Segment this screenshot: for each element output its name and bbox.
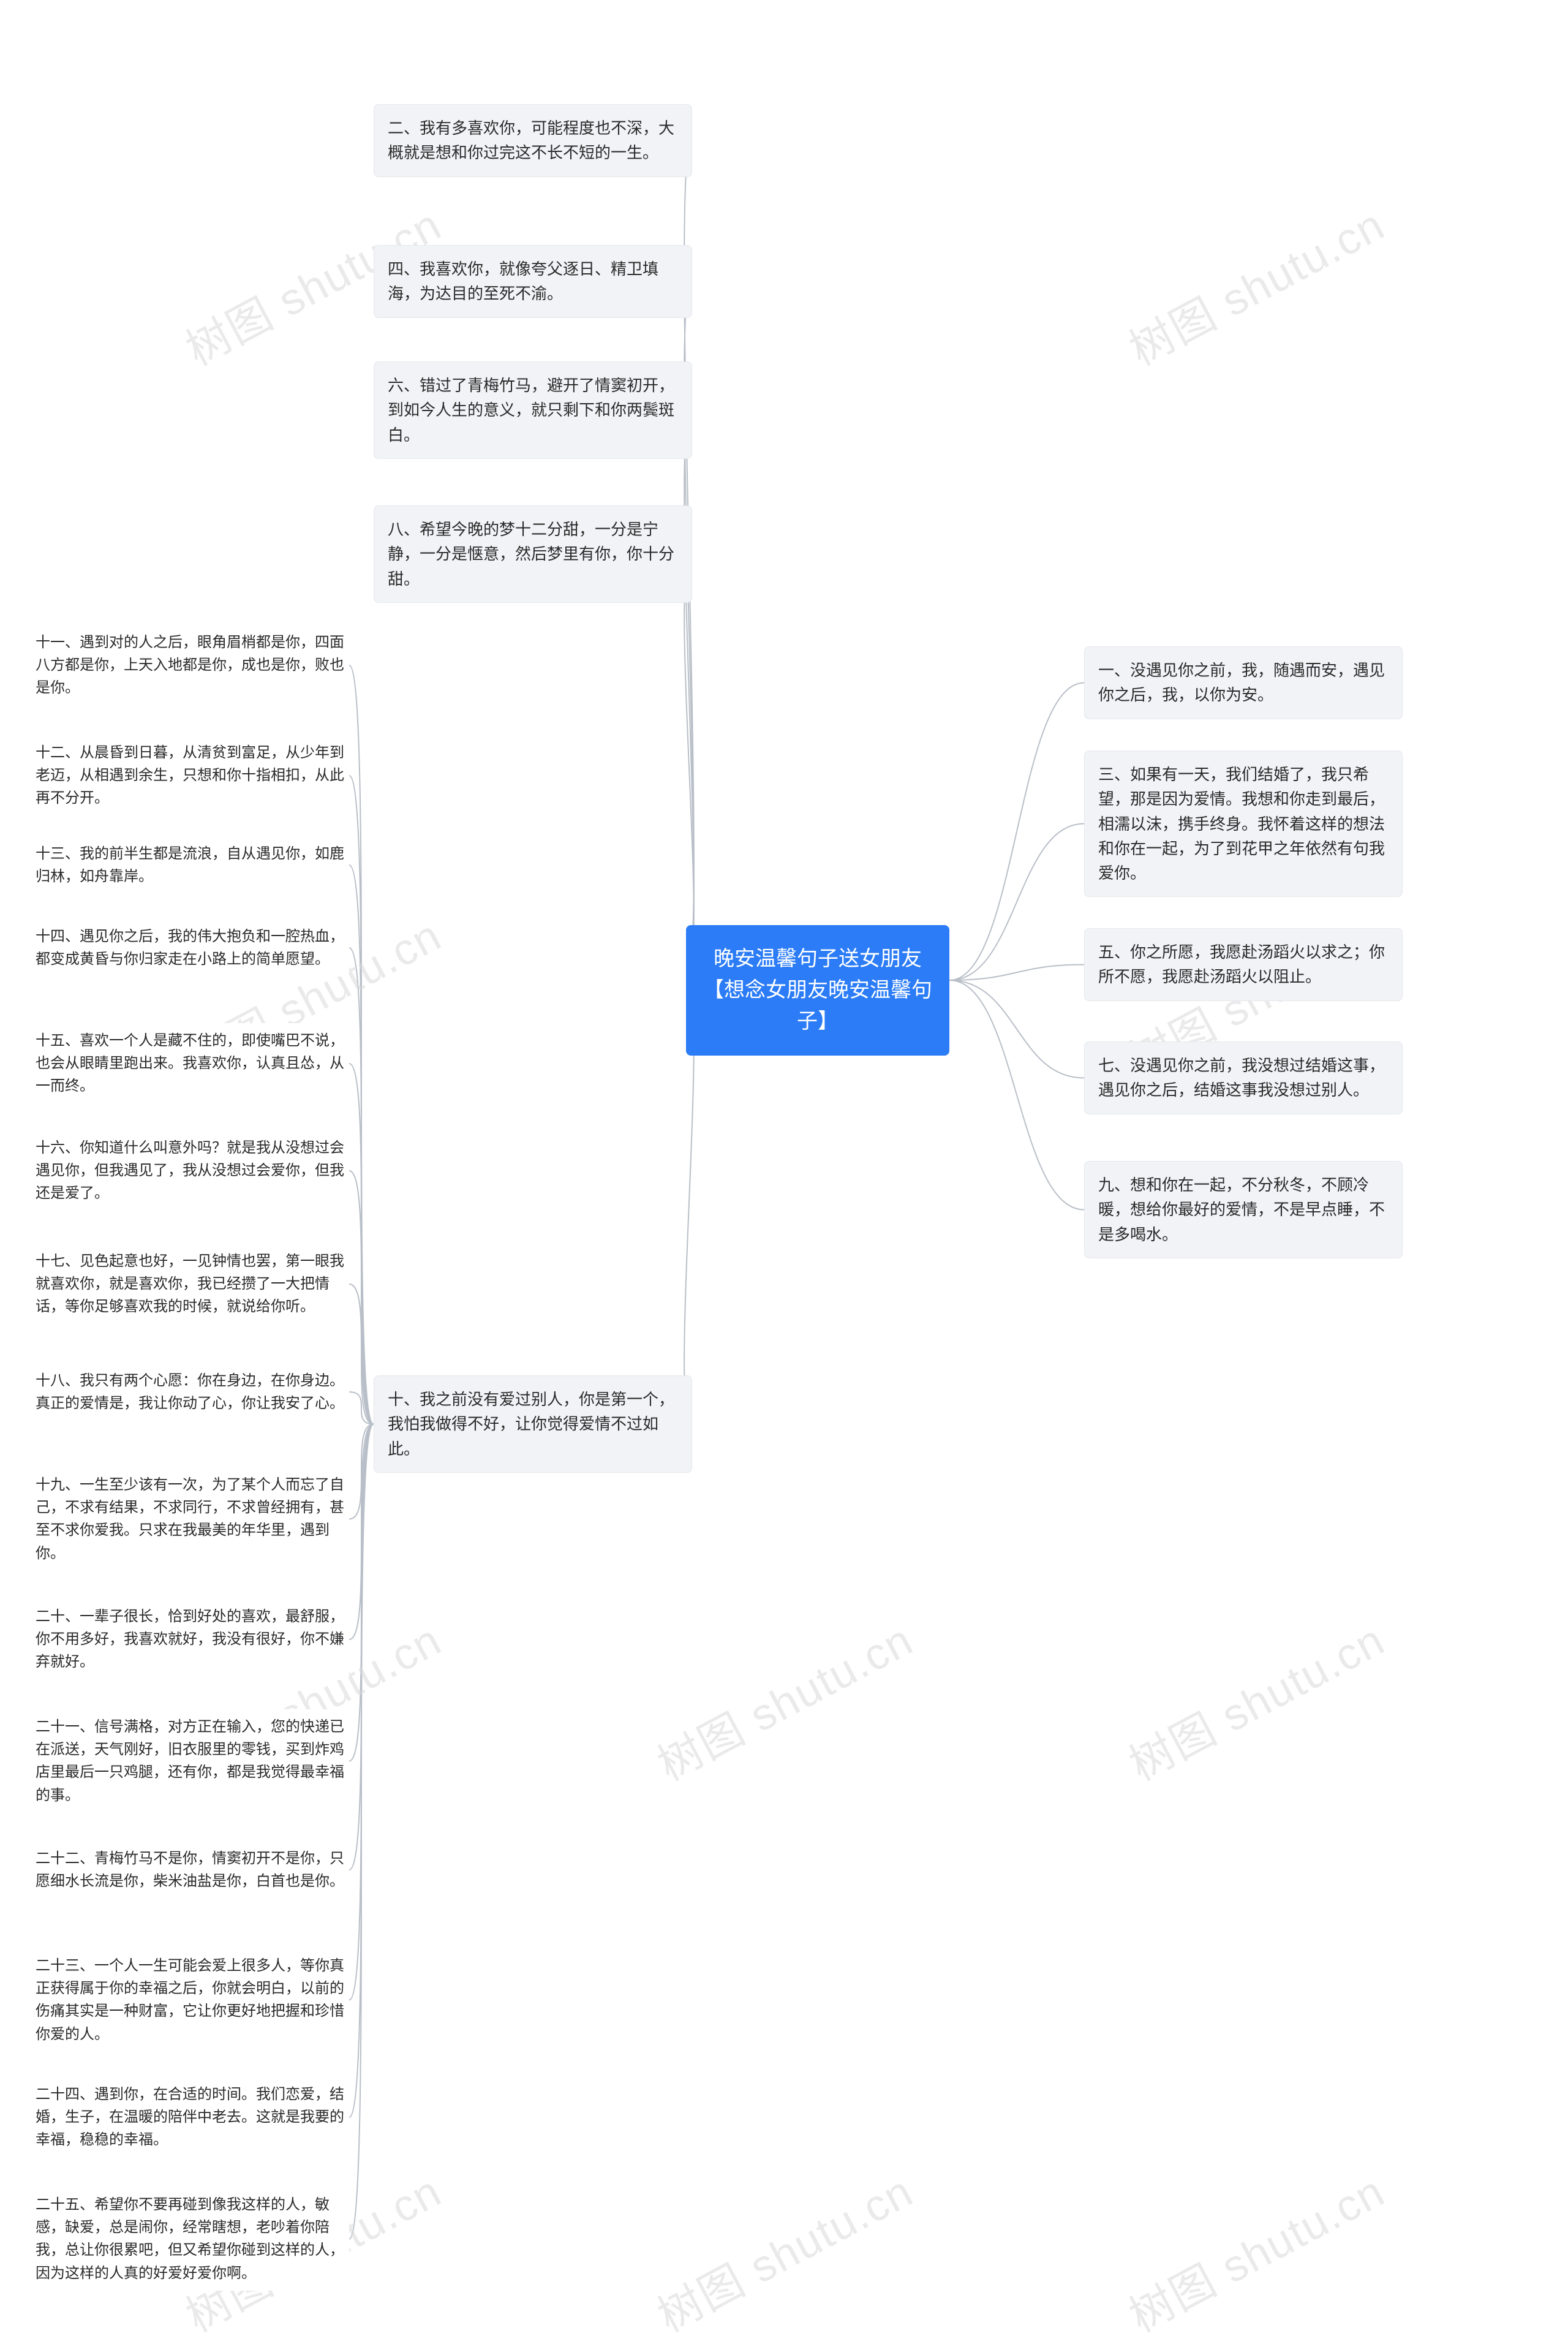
leaf-6: 十七、见色起意也好，一见钟情也罢，第一眼我就喜欢你，就是喜欢你，我已经攒了一大把… [31,1244,349,1325]
leaf-12: 二十三、一个人一生可能会爱上很多人，等你真正获得属于你的幸福之后，你就会明白，以… [31,1948,349,2052]
right-child-0: 一、没遇见你之前，我，随遇而安，遇见你之后，我，以你为安。 [1084,646,1403,719]
watermark: 树图 shutu.cn [1116,189,1394,378]
watermark: 树图 shutu.cn [1116,2156,1394,2344]
watermark: 树图 shutu.cn [644,2156,922,2344]
leaf-4: 十五、喜欢一个人是藏不住的，即使嘴巴不说，也会从眼睛里跑出来。我喜欢你，认真且怂… [31,1023,349,1104]
right-child-4: 九、想和你在一起，不分秋冬，不顾冷暖，想给你最好的爱情，不是早点睡，不是多喝水。 [1084,1161,1403,1258]
watermark: 树图 shutu.cn [644,1605,922,1793]
left-top-child-1: 四、我喜欢你，就像夸父逐日、精卫填海，为达目的至死不渝。 [374,245,692,318]
center-node: 晚安温馨句子送女朋友【想念女朋友晚安温馨句子】 [686,925,949,1056]
leaf-1: 十二、从晨昏到日暮，从清贫到富足，从少年到老迈，从相遇到余生，只想和你十指相扣，… [31,735,349,816]
leaf-9: 二十、一辈子很长，恰到好处的喜欢，最舒服，你不用多好，我喜欢就好，我没有很好，你… [31,1599,349,1680]
leaf-7: 十八、我只有两个心愿：你在身边，在你身边。真正的爱情是，我让你动了心，你让我安了… [31,1363,349,1421]
leaf-10: 二十一、信号满格，对方正在输入，您的快递已在派送，天气刚好，旧衣服里的零钱，买到… [31,1709,349,1813]
leaf-5: 十六、你知道什么叫意外吗？就是我从没想过会遇见你，但我遇见了，我从没想过会爱你，… [31,1130,349,1211]
left-top-child-2: 六、错过了青梅竹马，避开了情窦初开，到如今人生的意义，就只剩下和你两鬓斑白。 [374,361,692,459]
right-child-3: 七、没遇见你之前，我没想过结婚这事，遇见你之后，结婚这事我没想过别人。 [1084,1042,1403,1114]
parent-ten: 十、我之前没有爱过别人，你是第一个，我怕我做得不好，让你觉得爱情不过如此。 [374,1375,692,1473]
leaf-3: 十四、遇见你之后，我的伟大抱负和一腔热血，都变成黄昏与你归家走在小路上的简单愿望… [31,919,349,977]
leaf-13: 二十四、遇到你，在合适的时间。我们恋爱，结婚，生子，在温暖的陪伴中老去。这就是我… [31,2077,349,2158]
left-top-child-0: 二、我有多喜欢你，可能程度也不深，大概就是想和你过完这不长不短的一生。 [374,104,692,177]
right-child-1: 三、如果有一天，我们结婚了，我只希望，那是因为爱情。我想和你走到最后，相濡以沫，… [1084,750,1403,897]
mindmap-canvas: 树图 shutu.cn树图 shutu.cn树图 shutu.cn树图 shut… [0,0,1568,2332]
leaf-2: 十三、我的前半生都是流浪，自从遇见你，如鹿归林，如舟靠岸。 [31,836,349,894]
right-child-2: 五、你之所愿，我愿赴汤蹈火以求之；你所不愿，我愿赴汤蹈火以阻止。 [1084,928,1403,1001]
leaf-11: 二十二、青梅竹马不是你，情窦初开不是你，只愿细水长流是你，柴米油盐是你，白首也是… [31,1841,349,1899]
leaf-8: 十九、一生至少该有一次，为了某个人而忘了自己，不求有结果，不求同行，不求曾经拥有… [31,1467,349,1571]
left-top-child-3: 八、希望今晚的梦十二分甜，一分是宁静，一分是惬意，然后梦里有你，你十分甜。 [374,505,692,603]
watermark: 树图 shutu.cn [1116,1605,1394,1793]
leaf-0: 十一、遇到对的人之后，眼角眉梢都是你，四面八方都是你，上天入地都是你，成也是你，… [31,625,349,706]
leaf-14: 二十五、希望你不要再碰到像我这样的人，敏感，缺爱，总是闹你，经常瞎想，老吵着你陪… [31,2187,349,2291]
